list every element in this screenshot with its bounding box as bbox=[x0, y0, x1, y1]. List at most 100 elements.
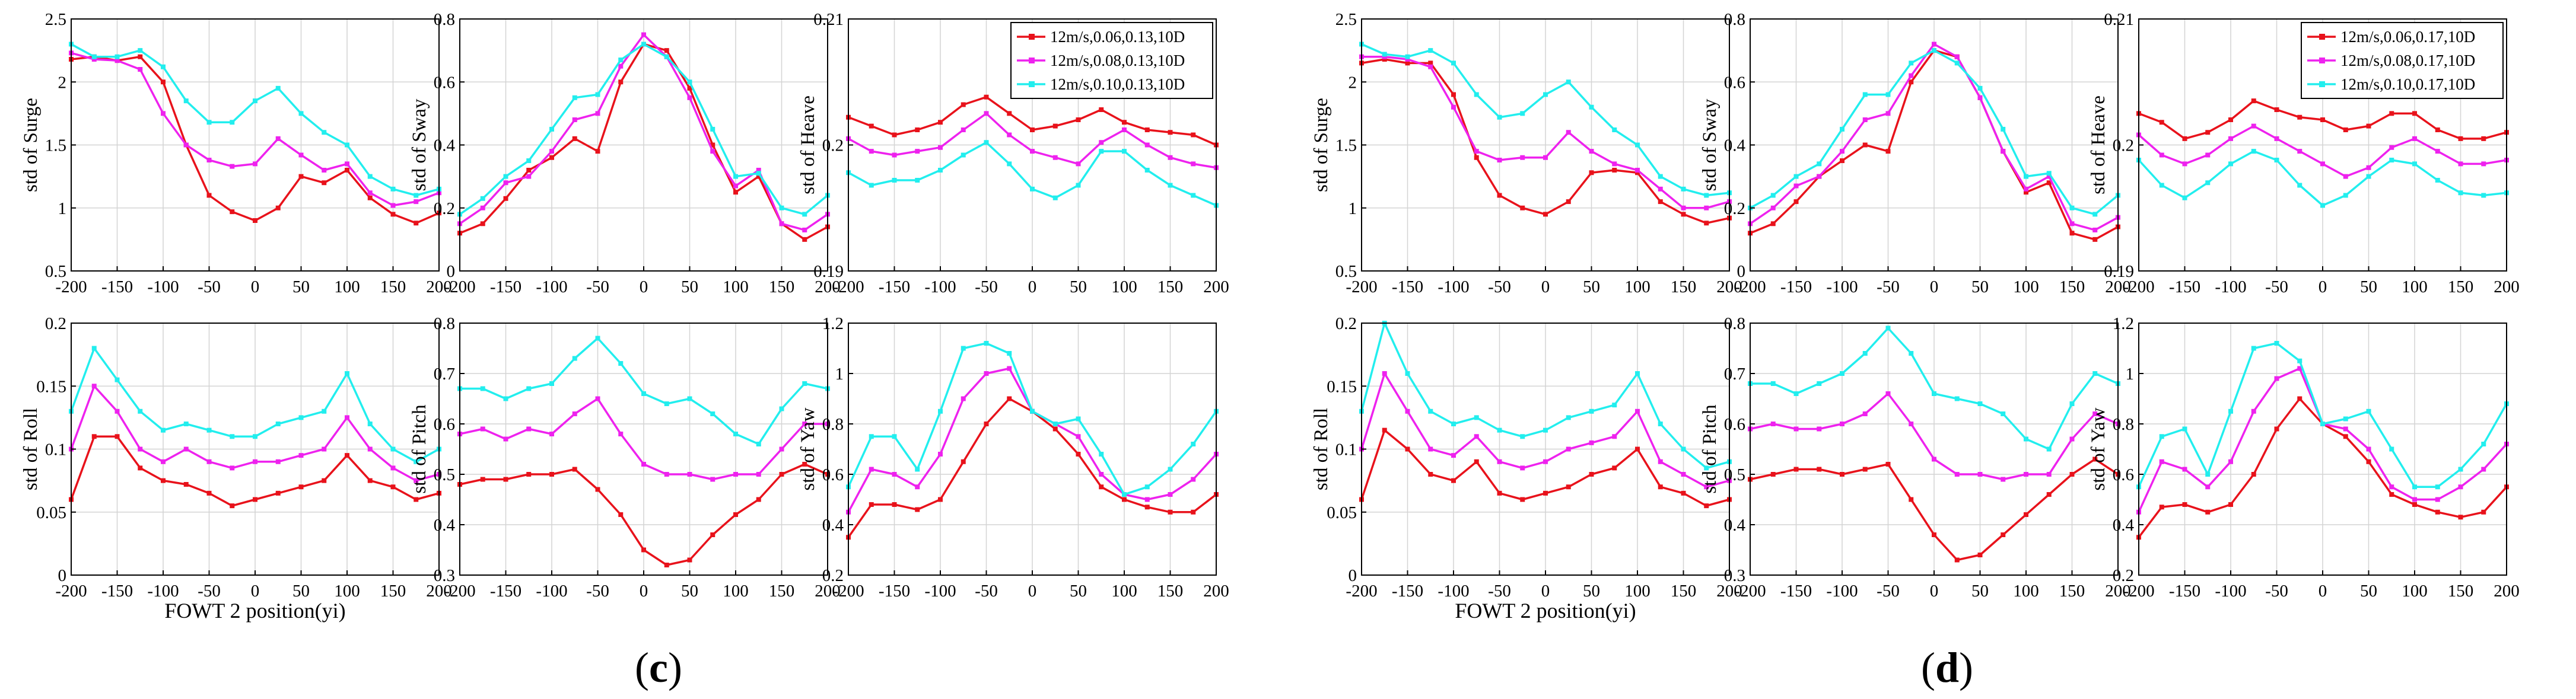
data-point bbox=[869, 434, 874, 439]
data-point bbox=[115, 408, 120, 414]
data-point bbox=[2366, 446, 2371, 452]
data-point bbox=[1635, 170, 1640, 175]
data-point bbox=[2458, 515, 2463, 520]
data-point bbox=[183, 422, 189, 426]
y-tick-label: 0.05 bbox=[1327, 503, 1357, 522]
data-point bbox=[2159, 434, 2164, 439]
data-point bbox=[1191, 193, 1196, 198]
data-point bbox=[1840, 422, 1844, 426]
data-point bbox=[161, 111, 166, 116]
data-point bbox=[938, 168, 943, 173]
data-point bbox=[984, 422, 989, 426]
legend-label: 12m/s,0.06,0.13,10D bbox=[1050, 28, 1185, 46]
data-point bbox=[2389, 484, 2394, 490]
data-point bbox=[480, 196, 485, 201]
data-point bbox=[480, 205, 485, 210]
data-point bbox=[1451, 453, 1456, 458]
data-point bbox=[1612, 403, 1617, 408]
data-point bbox=[1405, 371, 1410, 376]
data-point bbox=[1977, 85, 1983, 91]
data-point bbox=[1954, 54, 1960, 59]
data-point bbox=[687, 95, 692, 100]
x-tick-label: -50 bbox=[1488, 277, 1511, 296]
data-point bbox=[183, 98, 189, 104]
data-point bbox=[961, 127, 966, 132]
y-tick-label: 0.15 bbox=[1327, 377, 1357, 396]
data-point bbox=[2069, 472, 2075, 477]
data-point bbox=[390, 465, 396, 471]
y-tick-label: 0.5 bbox=[45, 262, 66, 281]
x-tick-label: -50 bbox=[586, 277, 609, 296]
x-tick-label: 50 bbox=[2360, 277, 2377, 296]
y-axis-label: std of Roll bbox=[1311, 408, 1332, 490]
data-point bbox=[1052, 155, 1058, 160]
x-tick-label: -200 bbox=[1734, 277, 1766, 296]
data-point bbox=[1793, 199, 1799, 205]
data-point bbox=[345, 371, 349, 376]
data-point bbox=[322, 478, 327, 483]
data-point bbox=[503, 180, 508, 186]
data-point bbox=[2412, 136, 2417, 141]
data-point bbox=[2251, 346, 2256, 351]
data-point bbox=[322, 180, 327, 186]
data-point bbox=[2458, 467, 2463, 472]
data-point bbox=[1612, 465, 1617, 471]
data-point bbox=[1405, 60, 1410, 66]
data-point bbox=[298, 111, 304, 116]
data-point bbox=[503, 396, 508, 401]
x-tick-label: -200 bbox=[2123, 277, 2154, 296]
y-tick-label: 0.21 bbox=[2104, 10, 2134, 29]
y-axis-label: std of Pitch bbox=[409, 404, 430, 494]
x-tick-label: 150 bbox=[1157, 582, 1184, 601]
data-point bbox=[2343, 127, 2348, 132]
x-tick-label: -100 bbox=[924, 582, 956, 601]
data-point bbox=[2159, 505, 2164, 510]
x-tick-label: 100 bbox=[2013, 582, 2039, 601]
data-point bbox=[230, 209, 235, 215]
data-point bbox=[2205, 130, 2211, 135]
data-point bbox=[1497, 114, 1502, 120]
y-tick-label: 0.2 bbox=[822, 136, 844, 155]
data-point bbox=[641, 391, 646, 396]
data-point bbox=[480, 386, 485, 391]
square-marker-icon bbox=[1029, 34, 1035, 40]
data-point bbox=[138, 54, 143, 59]
data-point bbox=[641, 42, 646, 47]
x-tick-label: 0 bbox=[251, 277, 260, 296]
data-point bbox=[2274, 426, 2279, 432]
data-point bbox=[595, 487, 600, 492]
data-point bbox=[1122, 120, 1127, 125]
x-tick-label: -150 bbox=[879, 277, 910, 296]
data-point bbox=[1862, 467, 1868, 472]
data-point bbox=[1635, 371, 1640, 376]
data-point bbox=[322, 408, 327, 414]
x-tick-label: -150 bbox=[1780, 277, 1812, 296]
data-point bbox=[549, 432, 554, 436]
data-point bbox=[526, 174, 532, 179]
data-point bbox=[2297, 366, 2303, 371]
data-point bbox=[367, 446, 373, 452]
data-point bbox=[1793, 183, 1799, 189]
data-point bbox=[183, 142, 189, 148]
data-point bbox=[1817, 161, 1822, 167]
data-point bbox=[275, 205, 281, 210]
x-tick-label: 100 bbox=[2402, 277, 2428, 296]
data-point bbox=[2069, 231, 2075, 236]
x-tick-label: 150 bbox=[769, 277, 795, 296]
data-point bbox=[733, 512, 738, 517]
data-point bbox=[345, 142, 349, 148]
data-point bbox=[230, 434, 235, 439]
data-point bbox=[1405, 54, 1410, 59]
data-point bbox=[1909, 422, 1914, 426]
x-tick-label: 100 bbox=[1624, 277, 1650, 296]
data-point bbox=[2069, 401, 2075, 406]
data-point bbox=[664, 401, 669, 406]
y-axis-label: std of Surge bbox=[20, 98, 42, 192]
data-point bbox=[1428, 472, 1433, 477]
data-point bbox=[1382, 52, 1387, 57]
data-point bbox=[1144, 127, 1150, 132]
data-point bbox=[892, 502, 897, 507]
data-point bbox=[2228, 459, 2233, 464]
data-point bbox=[2024, 436, 2028, 442]
data-point bbox=[1543, 92, 1548, 97]
